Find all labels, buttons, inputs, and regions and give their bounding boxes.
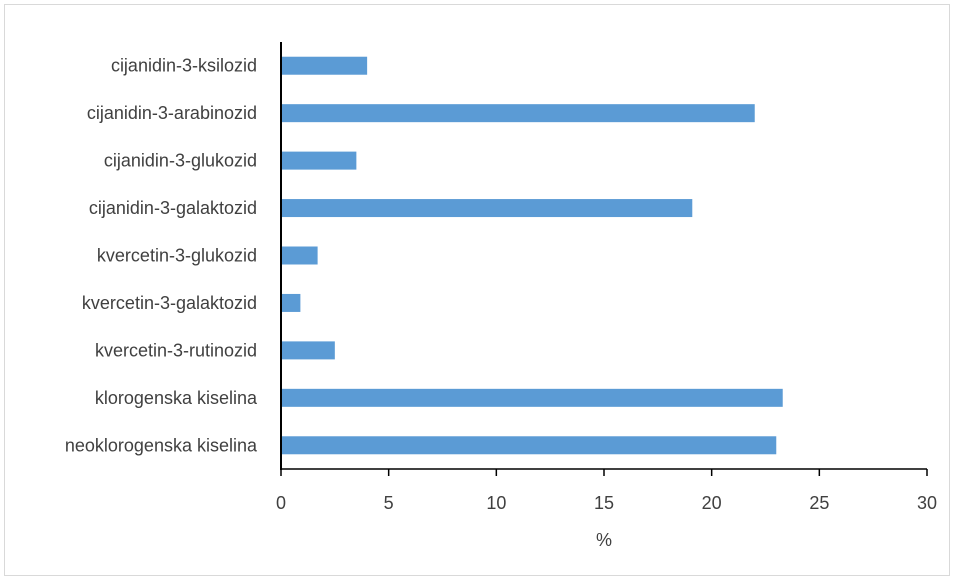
category-label: kvercetin-3-rutinozid — [95, 340, 257, 360]
x-tick-label: 10 — [486, 493, 506, 513]
bar — [281, 436, 777, 455]
category-label: kvercetin-3-glukozid — [97, 246, 257, 266]
x-tick-label: 0 — [276, 493, 286, 513]
bar — [281, 56, 368, 75]
category-label: neoklorogenska kiselina — [65, 435, 258, 455]
category-label: cijanidin-3-arabinozid — [87, 103, 257, 123]
bar — [281, 293, 301, 312]
bar — [281, 388, 783, 407]
bar — [281, 341, 335, 360]
x-tick-label: 5 — [384, 493, 394, 513]
bar — [281, 151, 357, 170]
x-ticks-group — [280, 469, 928, 476]
x-tick-label: 30 — [917, 493, 937, 513]
bar — [281, 104, 755, 123]
category-labels-group: neoklorogenska kiselina klorogenska kisel… — [65, 56, 258, 456]
bars-group — [281, 56, 783, 455]
category-label: cijanidin-3-glukozid — [104, 151, 257, 171]
category-label: kvercetin-3-galaktozid — [82, 293, 257, 313]
category-label: klorogenska kiselina — [95, 388, 258, 408]
category-label: cijanidin-3-galaktozid — [89, 198, 257, 218]
chart-frame — [4, 4, 950, 576]
category-label: cijanidin-3-ksilozid — [111, 56, 257, 76]
bar — [281, 246, 318, 265]
x-tick-label: 15 — [594, 493, 614, 513]
x-tick-label: 20 — [702, 493, 722, 513]
x-tick-labels-group: 0 5 10 15 20 25 30 — [276, 493, 937, 513]
x-tick-label: 25 — [809, 493, 829, 513]
x-axis-title: % — [596, 530, 612, 550]
bar — [281, 199, 693, 218]
